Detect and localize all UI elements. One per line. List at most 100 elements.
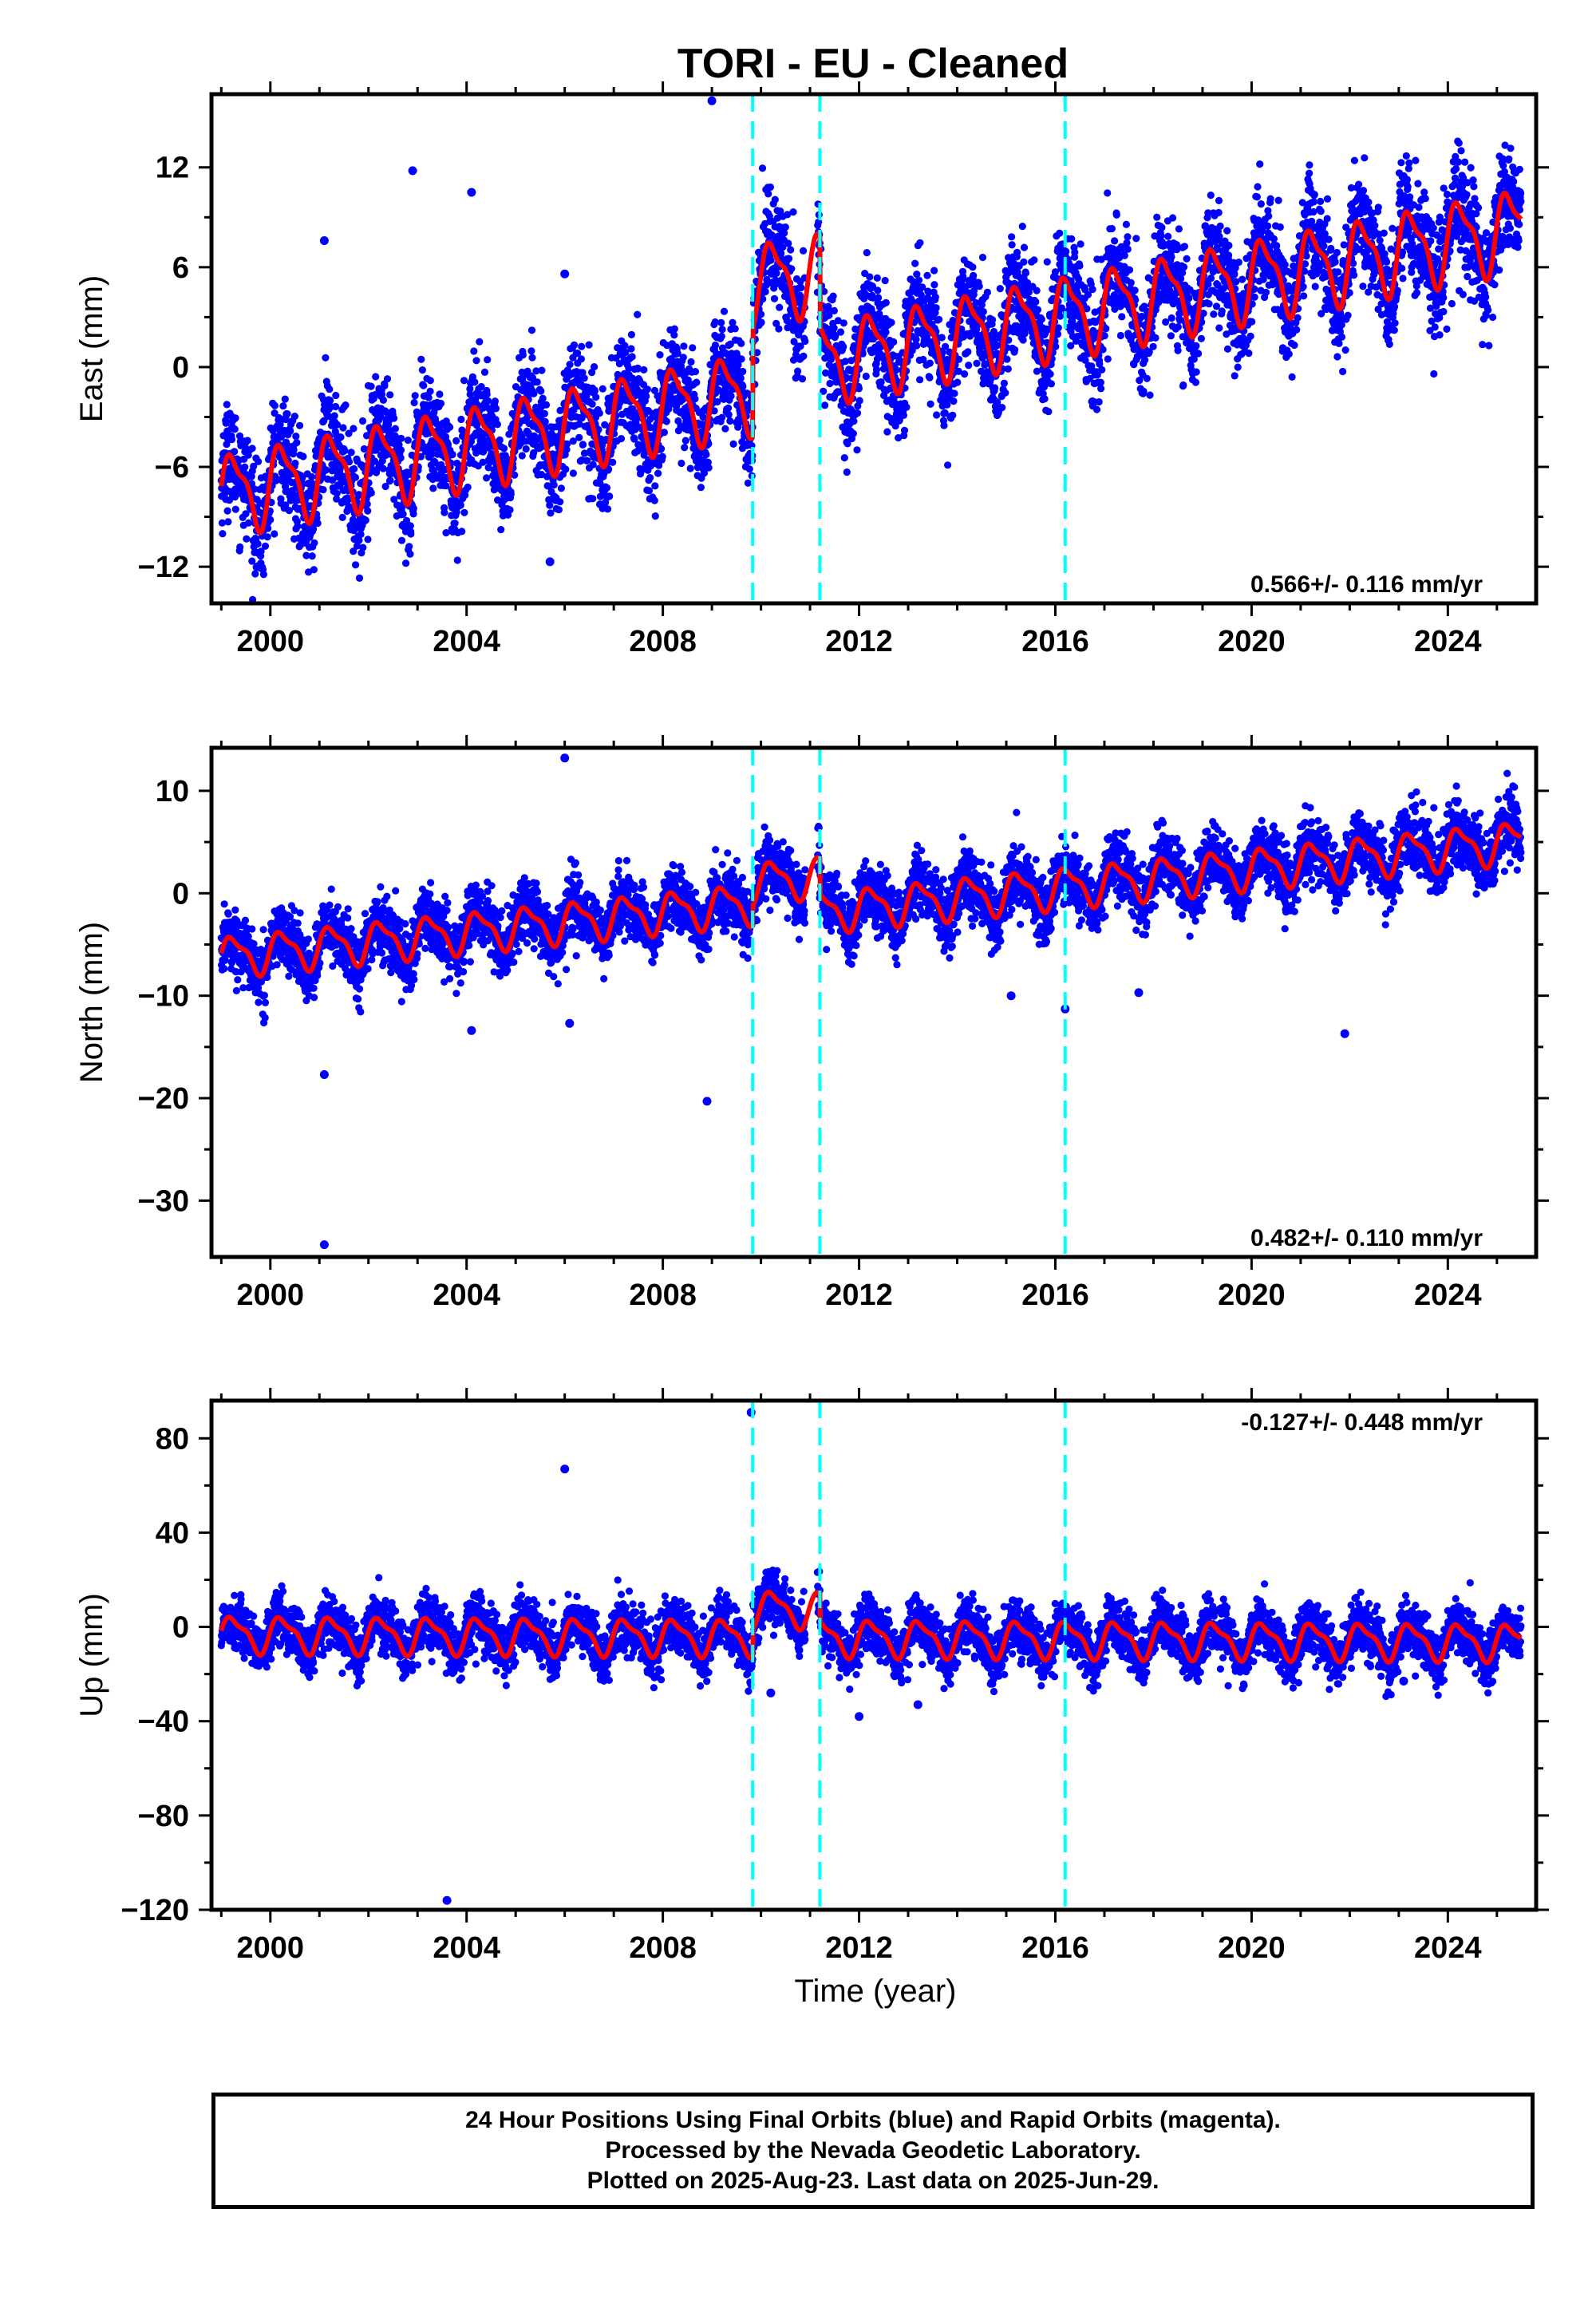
data-point <box>887 318 895 326</box>
data-point <box>285 507 293 515</box>
data-point <box>1000 379 1008 387</box>
data-point <box>418 366 427 374</box>
data-point <box>409 504 417 512</box>
data-point <box>930 267 938 275</box>
data-point <box>855 397 863 405</box>
data-point <box>425 393 433 401</box>
data-point <box>764 190 772 198</box>
data-point <box>617 435 626 443</box>
data-point <box>377 413 385 421</box>
data-point <box>527 326 536 334</box>
data-point <box>1262 288 1270 296</box>
data-point <box>1225 251 1233 259</box>
data-point <box>444 441 452 449</box>
data-point <box>345 458 354 466</box>
data-point <box>1008 241 1016 249</box>
data-point <box>282 501 290 509</box>
data-point <box>1127 279 1135 287</box>
data-point <box>938 334 946 342</box>
data-point <box>1248 318 1256 326</box>
data-point <box>248 557 256 565</box>
data-point <box>251 485 259 493</box>
data-point <box>717 332 725 340</box>
data-point <box>877 378 885 386</box>
data-point <box>1180 243 1188 251</box>
data-point <box>1191 378 1199 386</box>
data-point <box>681 444 689 452</box>
data-point <box>223 401 231 409</box>
data-point <box>1132 235 1140 243</box>
data-point <box>222 419 230 427</box>
data-point <box>580 374 588 382</box>
data-point <box>1124 233 1132 241</box>
data-point <box>310 525 318 533</box>
data-point <box>218 519 226 527</box>
data-point <box>776 303 784 311</box>
data-point <box>562 465 570 473</box>
data-point <box>426 387 434 395</box>
data-point <box>662 417 670 425</box>
data-point <box>337 433 345 441</box>
data-point <box>1140 387 1148 395</box>
data-point <box>364 536 372 543</box>
data-point <box>355 574 364 583</box>
data-point <box>863 249 871 257</box>
data-point <box>1037 315 1045 323</box>
data-point <box>729 440 737 449</box>
data-point <box>457 415 465 424</box>
data-point <box>431 458 439 466</box>
data-point <box>970 271 978 279</box>
data-point <box>883 428 891 436</box>
data-point <box>800 352 808 360</box>
data-point <box>824 302 832 310</box>
data-point <box>235 432 244 440</box>
data-point <box>1231 372 1238 380</box>
data-point <box>911 259 919 267</box>
data-point <box>916 376 924 384</box>
data-point <box>1254 183 1262 191</box>
data-point <box>654 469 662 477</box>
data-point <box>500 445 508 453</box>
data-point <box>645 487 654 495</box>
data-point <box>1095 398 1103 406</box>
data-point <box>429 450 437 458</box>
data-point <box>402 516 411 524</box>
data-point <box>1285 350 1293 358</box>
data-point <box>926 373 934 381</box>
data-point <box>1215 324 1223 332</box>
data-point <box>606 492 614 500</box>
data-point <box>379 396 387 404</box>
data-point <box>1149 342 1157 350</box>
data-point <box>471 378 479 386</box>
data-point <box>290 413 298 421</box>
data-point <box>286 427 294 435</box>
data-point <box>1288 373 1296 381</box>
data-point <box>944 461 952 469</box>
data-point <box>1250 293 1258 301</box>
data-point <box>244 519 253 527</box>
data-point <box>1047 380 1055 388</box>
data-point <box>556 498 564 506</box>
data-point <box>821 401 829 409</box>
data-point <box>308 552 316 560</box>
data-point <box>650 496 658 504</box>
data-point <box>830 324 838 332</box>
data-point <box>926 359 934 367</box>
data-point <box>355 491 363 499</box>
data-point <box>961 370 969 378</box>
data-point <box>231 505 239 513</box>
data-point <box>691 368 700 376</box>
data-point <box>955 355 963 363</box>
data-point <box>1256 160 1264 168</box>
data-point <box>853 409 862 417</box>
data-point <box>1004 365 1012 373</box>
data-point <box>1125 266 1134 274</box>
data-point <box>347 449 355 456</box>
data-point <box>932 304 940 312</box>
data-point <box>882 298 890 306</box>
data-point <box>1108 224 1116 233</box>
data-point <box>372 446 380 454</box>
data-point <box>744 479 753 487</box>
data-point <box>452 437 460 445</box>
data-point <box>409 510 417 518</box>
